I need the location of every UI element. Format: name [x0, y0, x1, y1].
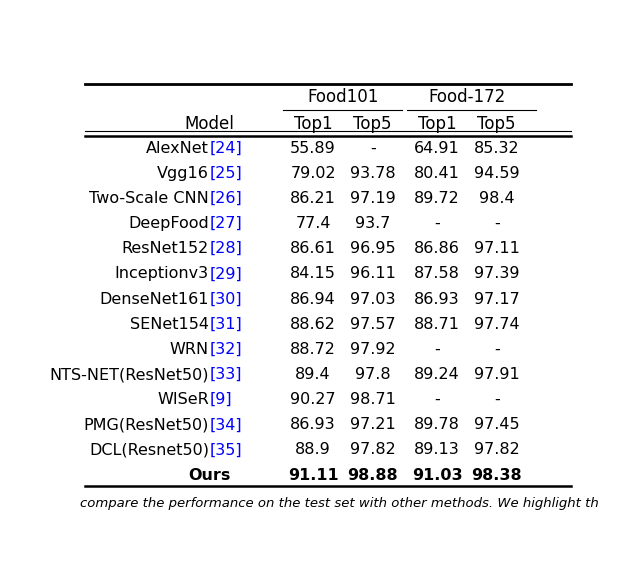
Text: 88.9: 88.9 — [295, 442, 331, 457]
Text: Ours: Ours — [188, 468, 230, 482]
Text: 97.74: 97.74 — [474, 317, 520, 332]
Text: 96.11: 96.11 — [349, 266, 396, 281]
Text: AlexNet: AlexNet — [146, 141, 209, 156]
Text: 98.71: 98.71 — [349, 392, 396, 407]
Text: 89.78: 89.78 — [414, 417, 460, 432]
Text: 64.91: 64.91 — [414, 141, 460, 156]
Text: [25]: [25] — [209, 166, 242, 181]
Text: Inceptionv3: Inceptionv3 — [115, 266, 209, 281]
Text: 89.13: 89.13 — [414, 442, 460, 457]
Text: -: - — [494, 216, 499, 231]
Text: [24]: [24] — [209, 141, 242, 156]
Text: 55.89: 55.89 — [291, 141, 336, 156]
Text: 94.59: 94.59 — [474, 166, 520, 181]
Text: 97.82: 97.82 — [474, 442, 520, 457]
Text: [34]: [34] — [209, 417, 242, 432]
Text: 98.88: 98.88 — [348, 468, 398, 482]
Text: 97.92: 97.92 — [350, 342, 396, 357]
Text: 89.72: 89.72 — [414, 191, 460, 206]
Text: 79.02: 79.02 — [291, 166, 336, 181]
Text: DCL(Resnet50): DCL(Resnet50) — [89, 442, 209, 457]
Text: Two-Scale CNN: Two-Scale CNN — [89, 191, 209, 206]
Text: [30]: [30] — [209, 292, 242, 307]
Text: [28]: [28] — [209, 241, 243, 256]
Text: PMG(ResNet50): PMG(ResNet50) — [84, 417, 209, 432]
Text: 86.86: 86.86 — [414, 241, 460, 256]
Text: 97.91: 97.91 — [474, 367, 520, 382]
Text: 93.7: 93.7 — [355, 216, 390, 231]
Text: 97.03: 97.03 — [350, 292, 396, 307]
Text: 97.17: 97.17 — [474, 292, 520, 307]
Text: 97.11: 97.11 — [474, 241, 520, 256]
Text: 98.38: 98.38 — [471, 468, 522, 482]
Text: ResNet152: ResNet152 — [122, 241, 209, 256]
Text: Top5: Top5 — [477, 115, 516, 133]
Text: 86.93: 86.93 — [291, 417, 336, 432]
Text: 88.71: 88.71 — [414, 317, 460, 332]
Text: 97.45: 97.45 — [474, 417, 520, 432]
Text: 86.94: 86.94 — [291, 292, 336, 307]
Text: [26]: [26] — [209, 191, 242, 206]
Text: 97.19: 97.19 — [350, 191, 396, 206]
Text: [27]: [27] — [209, 216, 242, 231]
Text: -: - — [435, 392, 440, 407]
Text: 96.95: 96.95 — [350, 241, 396, 256]
Text: 98.4: 98.4 — [479, 191, 515, 206]
Text: 88.62: 88.62 — [290, 317, 336, 332]
Text: WRN: WRN — [170, 342, 209, 357]
Text: 97.39: 97.39 — [474, 266, 520, 281]
Text: 77.4: 77.4 — [296, 216, 331, 231]
Text: Vgg16: Vgg16 — [157, 166, 209, 181]
Text: 86.61: 86.61 — [290, 241, 336, 256]
Text: -: - — [435, 342, 440, 357]
Text: Model: Model — [184, 115, 234, 133]
Text: Food101: Food101 — [307, 88, 379, 107]
Text: 97.82: 97.82 — [350, 442, 396, 457]
Text: 97.57: 97.57 — [350, 317, 396, 332]
Text: Top5: Top5 — [353, 115, 392, 133]
Text: 88.72: 88.72 — [290, 342, 336, 357]
Text: [32]: [32] — [209, 342, 242, 357]
Text: 91.03: 91.03 — [412, 468, 463, 482]
Text: [9]: [9] — [209, 392, 232, 407]
Text: Food-172: Food-172 — [428, 88, 506, 107]
Text: NTS-NET(ResNet50): NTS-NET(ResNet50) — [49, 367, 209, 382]
Text: -: - — [435, 216, 440, 231]
Text: Top1: Top1 — [418, 115, 456, 133]
Text: 97.21: 97.21 — [350, 417, 396, 432]
Text: DenseNet161: DenseNet161 — [99, 292, 209, 307]
Text: 89.24: 89.24 — [414, 367, 460, 382]
Text: SENet154: SENet154 — [130, 317, 209, 332]
Text: compare the performance on the test set with other methods. We highlight th: compare the performance on the test set … — [80, 497, 599, 510]
Text: [31]: [31] — [209, 317, 242, 332]
Text: -: - — [494, 342, 499, 357]
Text: 89.4: 89.4 — [295, 367, 331, 382]
Text: -: - — [494, 392, 499, 407]
Text: 80.41: 80.41 — [414, 166, 460, 181]
Text: 87.58: 87.58 — [414, 266, 460, 281]
Text: [33]: [33] — [209, 367, 242, 382]
Text: 86.21: 86.21 — [290, 191, 336, 206]
Text: -: - — [370, 141, 376, 156]
Text: 97.8: 97.8 — [355, 367, 390, 382]
Text: 86.93: 86.93 — [414, 292, 460, 307]
Text: Top1: Top1 — [294, 115, 332, 133]
Text: 84.15: 84.15 — [290, 266, 336, 281]
Text: [35]: [35] — [209, 442, 242, 457]
Text: [29]: [29] — [209, 266, 242, 281]
Text: 93.78: 93.78 — [350, 166, 396, 181]
Text: 85.32: 85.32 — [474, 141, 520, 156]
Text: WISeR: WISeR — [157, 392, 209, 407]
Text: 91.11: 91.11 — [288, 468, 339, 482]
Text: DeepFood: DeepFood — [128, 216, 209, 231]
Text: 90.27: 90.27 — [291, 392, 336, 407]
